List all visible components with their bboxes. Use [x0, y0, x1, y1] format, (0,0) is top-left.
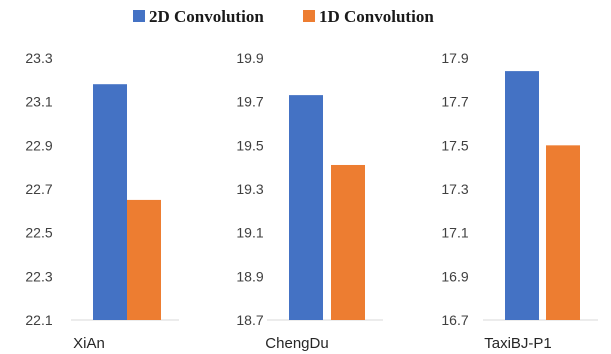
category-label: XiAn	[73, 335, 105, 352]
y-tick-label: 16.7	[441, 312, 468, 328]
y-tick-label: 16.9	[441, 268, 468, 284]
legend-swatch-1d-convolution	[303, 10, 315, 22]
bar-1d-convolution-taxibj-p1	[546, 145, 580, 320]
y-tick-label: 23.3	[25, 50, 52, 66]
bar-2d-convolution-taxibj-p1	[505, 71, 539, 320]
y-tick-label: 19.9	[236, 50, 263, 66]
legend-label-1d-convolution: 1D Convolution	[319, 7, 434, 26]
bar-1d-convolution-chengdu	[331, 164, 365, 320]
y-tick-label: 17.3	[441, 181, 468, 197]
legend: 2D Convolution 1D Convolution	[133, 7, 434, 26]
chart-panels: 22.1 22.3 22.5 22.7 22.9 23.1 23.3 XiAn 18.7 18.9…	[25, 50, 598, 352]
y-tick-label: 19.1	[236, 225, 263, 241]
y-tick-label: 19.5	[236, 137, 263, 153]
category-label: ChengDu	[265, 335, 328, 352]
legend-label-2d-convolution: 2D Convolution	[149, 7, 264, 26]
y-tick-label: 22.5	[25, 225, 52, 241]
y-tick-label: 17.1	[441, 225, 468, 241]
y-tick-label: 18.9	[236, 268, 263, 284]
y-tick-label: 19.3	[236, 181, 263, 197]
y-tick-label: 22.3	[25, 268, 52, 284]
y-tick-label: 22.9	[25, 137, 52, 153]
y-tick-label: 22.7	[25, 181, 52, 197]
bar-2d-convolution-xian	[93, 84, 127, 320]
y-tick-label: 18.7	[236, 312, 263, 328]
y-tick-label: 17.9	[441, 50, 468, 66]
bar-2d-convolution-chengdu	[289, 95, 323, 320]
y-tick-label: 19.7	[236, 94, 263, 110]
legend-swatch-2d-convolution	[133, 10, 145, 22]
y-tick-label: 22.1	[25, 312, 52, 328]
y-tick-label: 17.5	[441, 137, 468, 153]
y-tick-label: 17.7	[441, 94, 468, 110]
panel-xian: 22.1 22.3 22.5 22.7 22.9 23.1 23.3 XiAn	[25, 50, 179, 352]
panel-chengdu: 18.7 18.9 19.1 19.3 19.5 19.7 19.9 ChengDu	[236, 50, 383, 352]
bar-1d-convolution-xian	[127, 199, 161, 320]
category-label: TaxiBJ-P1	[484, 335, 552, 352]
panel-taxibj-p1: 16.7 16.9 17.1 17.3 17.5 17.7 17.9 TaxiBJ-P1	[441, 50, 598, 352]
y-tick-label: 23.1	[25, 94, 52, 110]
